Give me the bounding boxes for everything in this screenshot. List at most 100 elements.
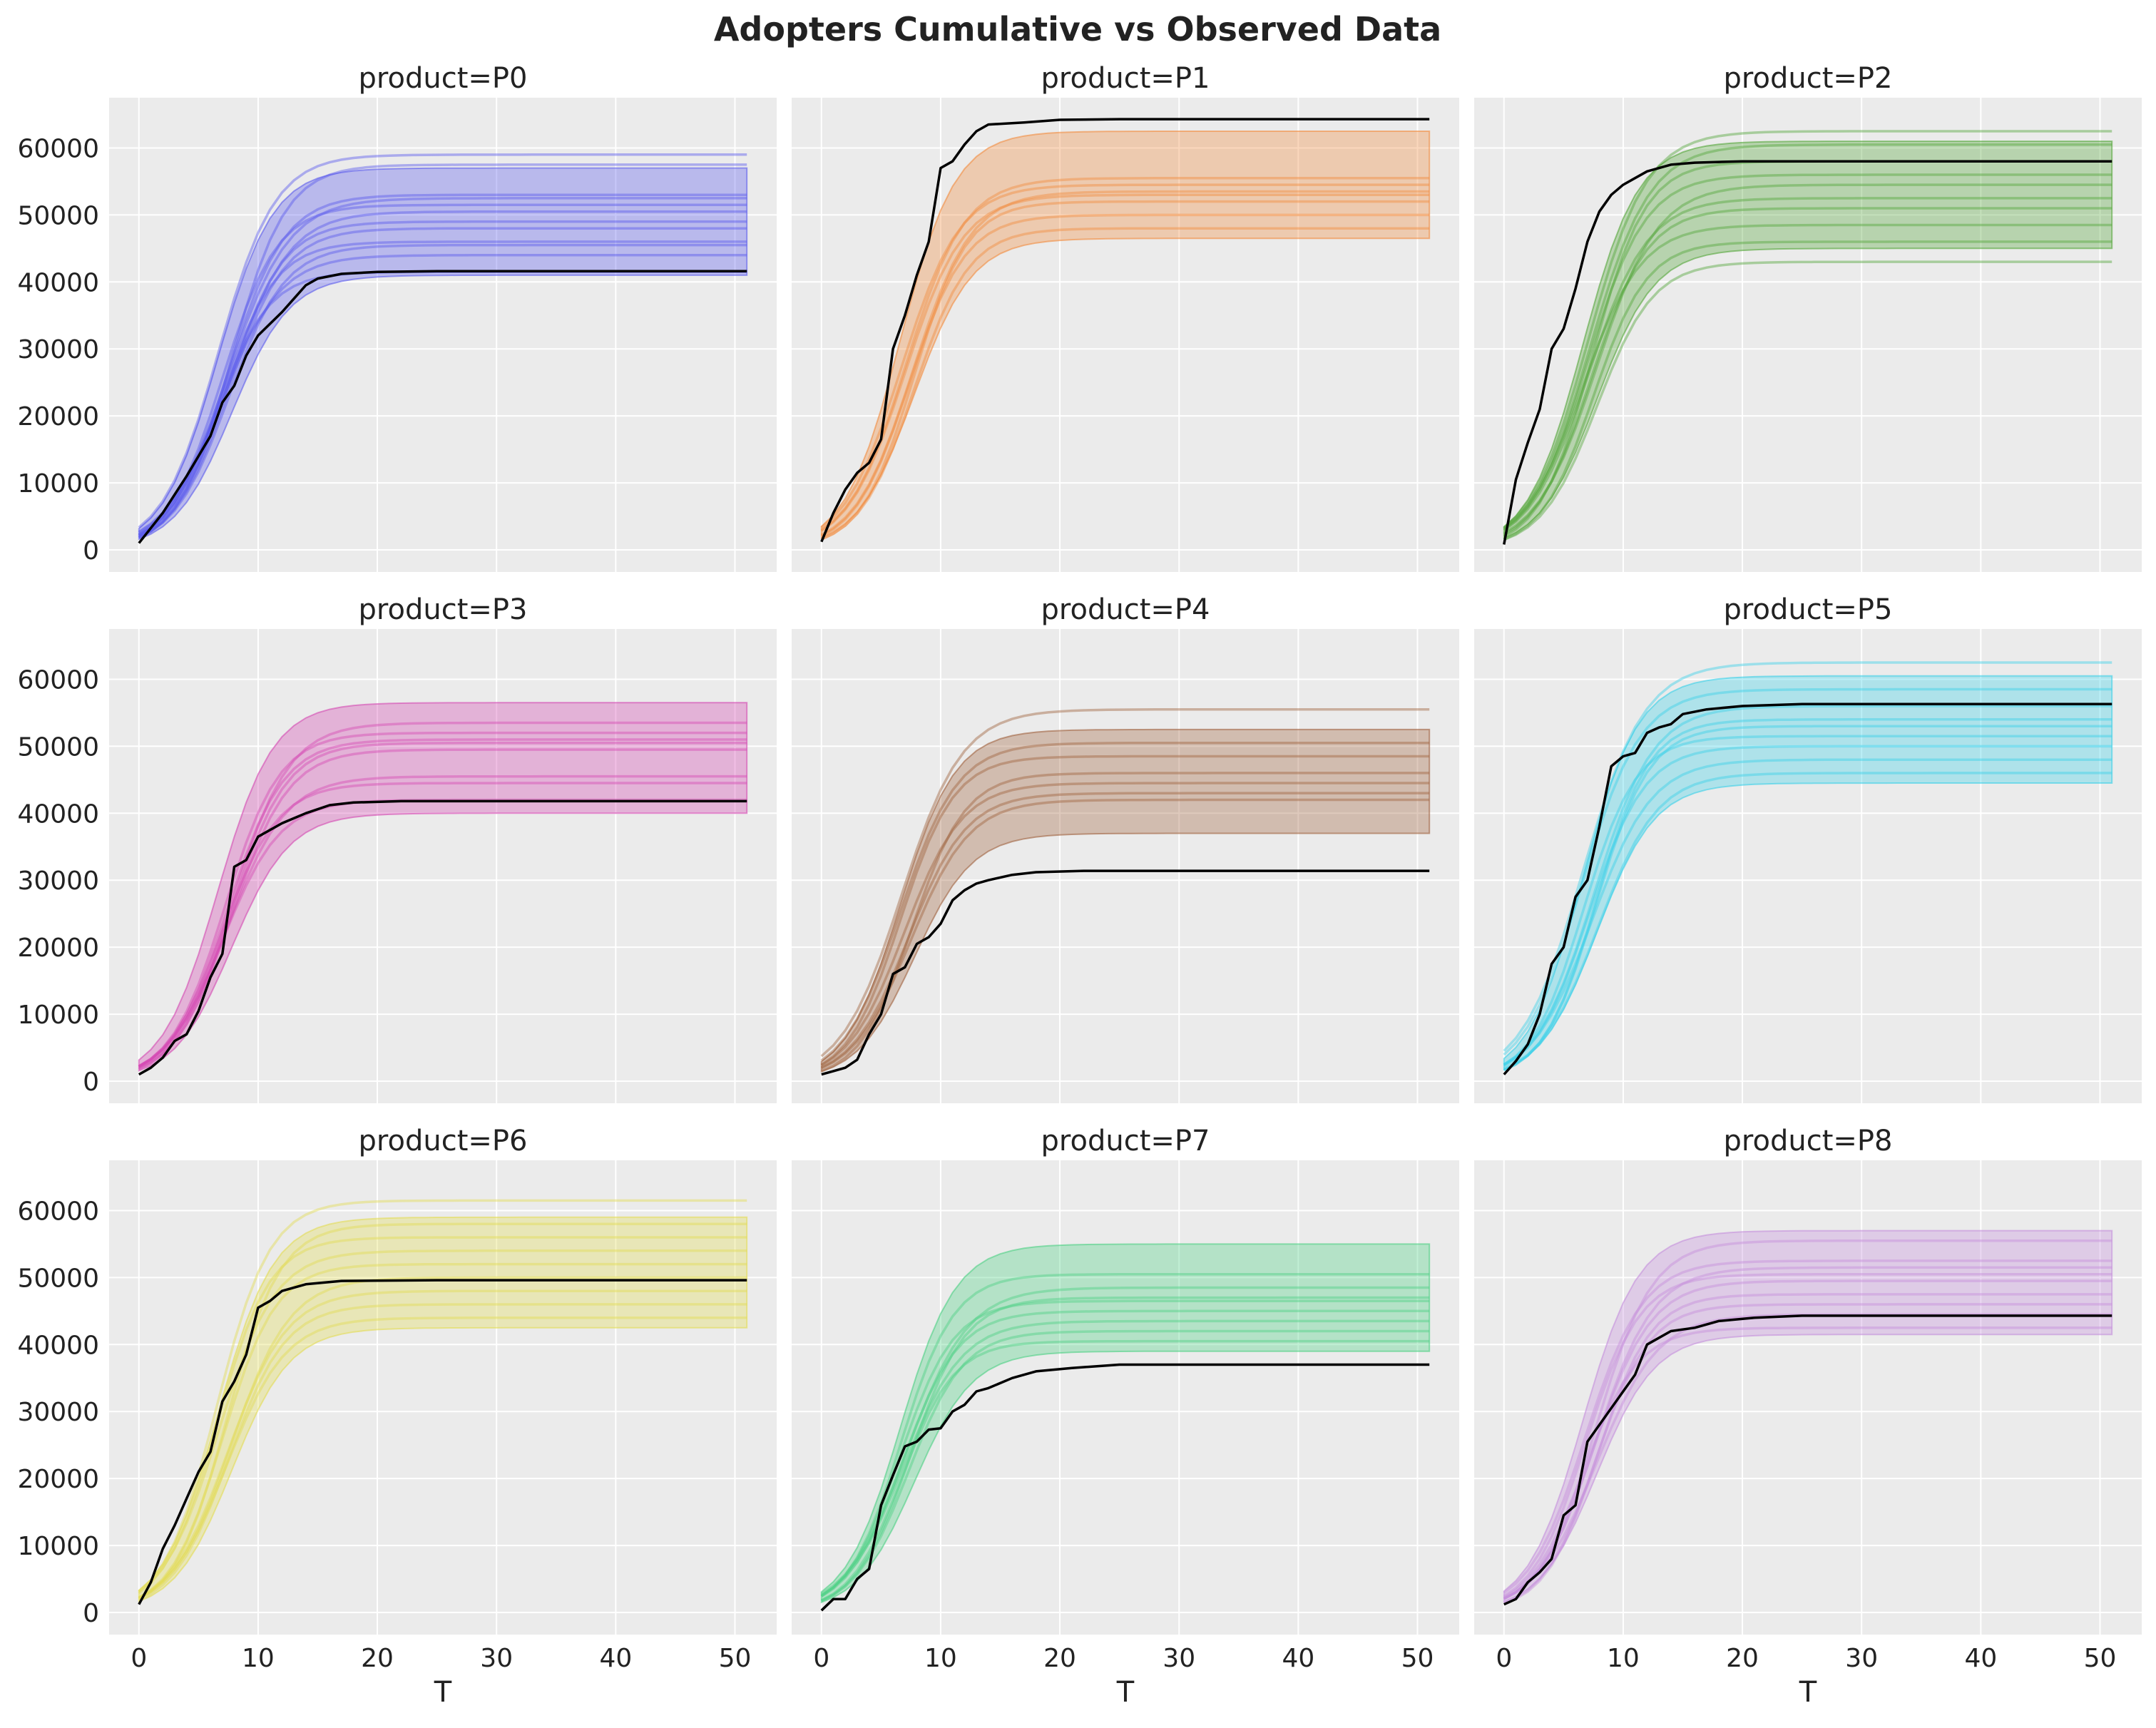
hdi-band (820, 131, 1431, 539)
panel-title: product=P3 (359, 593, 528, 626)
observed-line (1503, 1314, 2112, 1606)
sample-curve (138, 748, 747, 1070)
sample-curve (820, 213, 1430, 538)
observed-line (138, 799, 747, 1076)
y-tick-label: 10000 (17, 1001, 99, 1030)
x-tick-label: 10 (242, 1644, 275, 1673)
sample-curve (1503, 260, 2112, 541)
panel-p6: product=P6 0 10000 20000 30000 40000 50000 6000… (17, 1125, 777, 1709)
plot-area (820, 707, 1431, 1076)
y-tick-label: 0 (83, 1599, 99, 1628)
sample-curve (821, 772, 1430, 1073)
plot-background (109, 629, 777, 1103)
y-tick-label: 20000 (17, 1465, 99, 1494)
sample-curve (820, 193, 1430, 532)
y-tick-label: 40000 (17, 1331, 99, 1360)
observed-line (1503, 702, 2112, 1075)
observed-line (138, 270, 747, 544)
x-tick-label: 50 (719, 1644, 752, 1673)
sample-curve (820, 1286, 1430, 1595)
x-tick-label: 10 (924, 1644, 957, 1673)
observed-line (821, 869, 1430, 1076)
panel-title: product=P2 (1724, 62, 1893, 95)
x-tick-label: 40 (1282, 1644, 1314, 1673)
panel-title: product=P6 (359, 1125, 528, 1157)
hdi-band (1503, 675, 2113, 1071)
y-tick-label: 30000 (17, 1398, 99, 1427)
sample-curve (138, 741, 747, 1070)
observed-line (138, 1279, 747, 1605)
sample-curve (820, 1339, 1430, 1602)
y-tick-label: 0 (83, 1068, 99, 1097)
sample-curve (1503, 687, 2112, 1056)
sample-curve (138, 774, 747, 1068)
sample-curve (1503, 240, 2112, 541)
panel-p2: product=P2 (1474, 62, 2142, 572)
x-axis-label: T (1116, 1676, 1135, 1709)
panel-p1: product=P1 (792, 62, 1459, 572)
sample-curve (1503, 207, 2112, 536)
plot-background (792, 1160, 1459, 1635)
panel-p5: product=P5 (1474, 593, 2142, 1103)
plot-area (1503, 1229, 2113, 1606)
sample-curve (138, 1276, 747, 1600)
panel-p7: product=P7 0 10 20 30 40 50 T (792, 1125, 1459, 1709)
sample-curve (138, 1222, 747, 1600)
observed-line (820, 118, 1430, 543)
panel-p4: product=P4 (792, 593, 1459, 1103)
hdi-band (1503, 1229, 2113, 1603)
sample-curve (1503, 1259, 2112, 1594)
x-tick-label: 50 (1401, 1644, 1434, 1673)
x-tick-label: 0 (131, 1644, 147, 1673)
plot-background (1474, 1160, 2142, 1635)
plot-background (792, 629, 1459, 1103)
sample-curve (820, 792, 1430, 1069)
y-tick-label: 40000 (17, 268, 99, 297)
x-tick-label: 20 (361, 1644, 394, 1673)
panel-title: product=P4 (1041, 593, 1210, 626)
plot-background (109, 98, 777, 572)
sample-curve (138, 163, 747, 539)
sample-curve (138, 227, 747, 538)
x-tick-label: 40 (1964, 1644, 1997, 1673)
sample-curve (138, 721, 747, 1069)
sample-curve (820, 755, 1430, 1066)
y-tick-label: 40000 (17, 799, 99, 829)
panel-title: product=P7 (1041, 1125, 1210, 1157)
sample-curve (821, 200, 1430, 541)
y-tick-label: 60000 (17, 665, 99, 695)
sample-curve (820, 183, 1430, 528)
hdi-band (820, 1243, 1431, 1604)
sample-curve (1503, 758, 2112, 1066)
y-tick-label: 10000 (17, 469, 99, 499)
sample-curve (138, 197, 747, 533)
y-tick-label: 50000 (17, 1264, 99, 1293)
sample-curve (1503, 1293, 2112, 1605)
sample-curve (821, 1296, 1430, 1602)
panel-title: product=P0 (359, 62, 528, 95)
sample-curve (820, 707, 1430, 1058)
y-tick-label: 30000 (17, 866, 99, 896)
x-tick-label: 20 (1726, 1644, 1759, 1673)
x-tick-label: 20 (1043, 1644, 1076, 1673)
sample-curve (1503, 197, 2112, 532)
y-tick-label: 50000 (17, 732, 99, 762)
figure-title: Adopters Cumulative vs Observed Data (714, 10, 1441, 48)
sample-curve (1503, 772, 2112, 1070)
y-tick-label: 50000 (17, 201, 99, 230)
sample-curve (820, 1319, 1430, 1597)
plot-area (820, 1243, 1431, 1612)
sample-curve (138, 193, 747, 536)
sample-curve (821, 227, 1430, 541)
sample-curve (138, 1236, 747, 1595)
hdi-band (138, 167, 748, 541)
sample-curve (1503, 705, 2112, 1065)
observed-line (1503, 160, 2112, 545)
plot-background (109, 1160, 777, 1635)
sample-curve (138, 1199, 747, 1592)
x-tick-label: 30 (1845, 1644, 1878, 1673)
sample-curve (1503, 1266, 2112, 1600)
plot-area (138, 153, 748, 544)
sample-curve (1503, 745, 2112, 1068)
